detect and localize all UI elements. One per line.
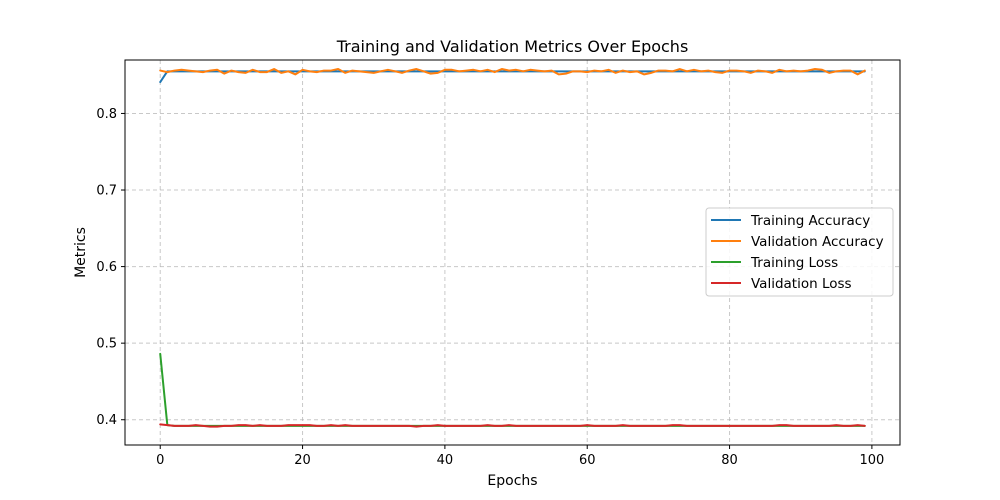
x-tick-label: 60 [579,453,596,468]
y-tick-label: 0.5 [96,337,117,352]
plot-frame [124,59,901,446]
legend: Training Accuracy Validation Accuracy Tr… [705,207,894,297]
legend-entry-training-loss: Training Loss [711,255,838,271]
axis-ticks: 0 20 40 60 80 100 0.4 0.5 0.6 0.7 0.8 [96,107,884,468]
series-lines [159,68,866,428]
x-tick-label: 40 [437,453,454,468]
x-tick-label: 80 [721,453,738,468]
legend-entry-validation-loss: Validation Loss [711,276,852,292]
legend-label: Validation Accuracy [751,234,884,250]
series-line-validation-loss [159,423,866,428]
x-axis-label: Epochs [487,473,537,489]
chart-title: Training and Validation Metrics Over Epo… [336,37,689,56]
x-tick-label: 100 [859,453,884,468]
legend-label: Training Loss [750,255,838,271]
series-line-validation-accuracy [159,68,866,76]
y-tick-label: 0.6 [96,260,117,275]
y-tick-label: 0.7 [96,184,117,199]
y-tick-label: 0.4 [96,413,117,428]
x-tick-label: 20 [294,453,311,468]
y-tick-label: 0.8 [96,107,117,122]
legend-frame [705,207,894,297]
y-axis-label: Metrics [73,227,89,278]
x-tick-label: 0 [156,453,164,468]
legend-label: Validation Loss [751,276,852,292]
legend-entry-validation-accuracy: Validation Accuracy [711,234,884,250]
legend-entry-training-accuracy: Training Accuracy [711,213,870,229]
legend-label: Training Accuracy [750,213,870,229]
